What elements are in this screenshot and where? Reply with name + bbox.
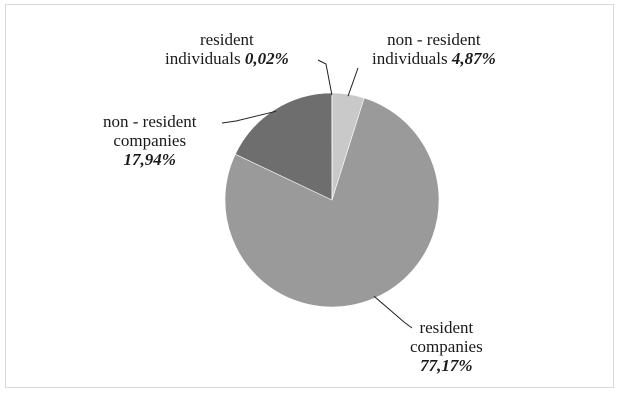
- label-line2: companies: [113, 131, 187, 150]
- label-line2: individuals: [165, 49, 241, 68]
- leader-line: [347, 67, 359, 97]
- label-line1: non - resident: [387, 30, 481, 49]
- label-non-resident-companies: non - resident companies 17,94%: [103, 112, 196, 169]
- leader-line: [317, 59, 333, 96]
- label-non-resident-individuals: non - resident individuals 4,87%: [372, 30, 496, 68]
- leader-lines: [221, 59, 413, 329]
- slice-percent-label: 0,02%: [244, 49, 289, 68]
- slice-percent-label: 77,17%: [420, 356, 473, 375]
- pie-slices: [224, 92, 440, 308]
- label-line1: non - resident: [103, 112, 197, 131]
- label-line2: individuals: [372, 49, 448, 68]
- label-resident-companies: resident companies 77,17%: [410, 318, 483, 375]
- pie-slice: [234, 92, 333, 201]
- pie-slice: [224, 97, 440, 308]
- leader-line: [373, 295, 413, 329]
- label-line1: resident: [419, 318, 474, 337]
- slice-percent-label: 17,94%: [123, 150, 176, 169]
- label-resident-individuals: resident individuals 0,02%: [165, 30, 289, 68]
- label-line2: companies: [410, 337, 483, 356]
- leader-line: [221, 110, 276, 124]
- label-line1: resident: [199, 30, 254, 49]
- slice-percent-label: 4,87%: [451, 49, 496, 68]
